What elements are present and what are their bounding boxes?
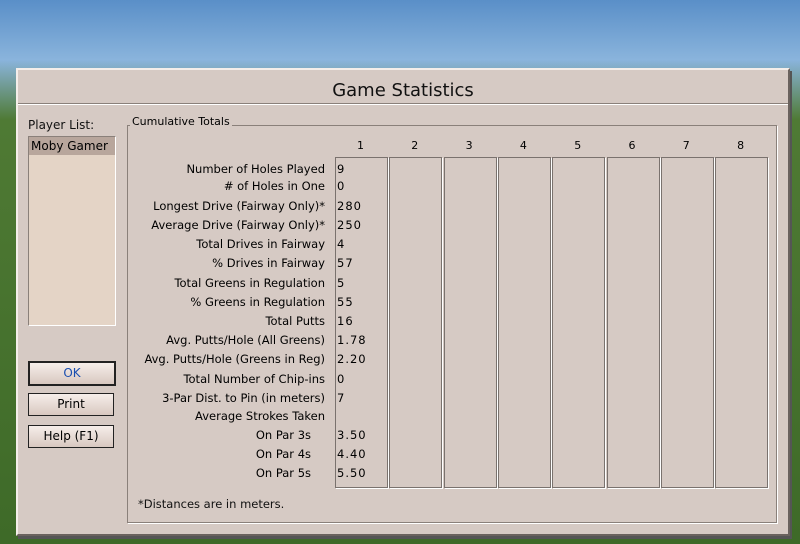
game-statistics-dialog: Game Statistics Player List: Moby Gamer … bbox=[16, 68, 790, 536]
stat-label: Total Putts bbox=[265, 314, 325, 328]
stat-label: On Par 3s bbox=[255, 428, 311, 442]
stat-value: 57 bbox=[337, 256, 354, 270]
stat-value: 5.50 bbox=[337, 466, 367, 480]
stat-label: Average Strokes Taken bbox=[195, 409, 325, 423]
footnote: *Distances are in meters. bbox=[138, 497, 285, 511]
player-column-3 bbox=[443, 157, 497, 488]
player-column-4 bbox=[497, 157, 551, 488]
player-list-label: Player List: bbox=[28, 118, 95, 132]
stat-label: % Drives in Fairway bbox=[212, 256, 325, 270]
stat-label: # of Holes in One bbox=[223, 179, 325, 193]
player-list-item[interactable]: Moby Gamer bbox=[29, 137, 115, 155]
stat-label: Avg. Putts/Hole (All Greens) bbox=[166, 333, 325, 347]
column-header: 5 bbox=[574, 139, 582, 152]
player-column-5 bbox=[552, 157, 606, 488]
stat-label: Total Drives in Fairway bbox=[196, 237, 325, 251]
player-column-2 bbox=[389, 157, 443, 488]
stat-value: 4.40 bbox=[337, 447, 367, 461]
title-divider bbox=[18, 103, 788, 105]
dialog-title: Game Statistics bbox=[332, 80, 474, 101]
player-column-6 bbox=[606, 157, 660, 488]
print-button[interactable]: Print bbox=[28, 393, 114, 416]
column-header: 2 bbox=[411, 139, 419, 152]
help-button[interactable]: Help (F1) bbox=[28, 425, 114, 448]
stat-value: 9 bbox=[337, 162, 346, 176]
stat-label: % Greens in Regulation bbox=[190, 295, 325, 309]
cumulative-totals-group bbox=[127, 125, 777, 523]
stat-label: Number of Holes Played bbox=[186, 162, 325, 176]
stat-value: 0 bbox=[337, 179, 346, 193]
stat-label: 3-Par Dist. to Pin (in meters) bbox=[162, 391, 325, 405]
stat-value: 1.78 bbox=[337, 333, 367, 347]
stat-value: 2.20 bbox=[337, 352, 367, 366]
stat-value: 3.50 bbox=[337, 428, 367, 442]
stat-value: 0 bbox=[337, 372, 346, 386]
column-header: 6 bbox=[628, 139, 636, 152]
column-header: 8 bbox=[737, 139, 745, 152]
stat-value: 16 bbox=[337, 314, 354, 328]
stat-label: Total Greens in Regulation bbox=[174, 276, 325, 290]
stat-label: Avg. Putts/Hole (Greens in Reg) bbox=[144, 352, 325, 366]
stat-label: Average Drive (Fairway Only)* bbox=[151, 218, 325, 232]
player-column-7 bbox=[660, 157, 714, 488]
ok-button[interactable]: OK bbox=[28, 361, 116, 386]
stat-value: 55 bbox=[337, 295, 354, 309]
stat-value: 250 bbox=[337, 218, 362, 232]
stat-value: 280 bbox=[337, 199, 362, 213]
stat-label: Longest Drive (Fairway Only)* bbox=[153, 199, 325, 213]
player-list[interactable]: Moby Gamer bbox=[28, 136, 116, 326]
stat-label: On Par 5s bbox=[255, 466, 311, 480]
group-title: Cumulative Totals bbox=[130, 115, 232, 128]
player-column-8 bbox=[715, 157, 769, 488]
stat-value: 7 bbox=[337, 391, 346, 405]
stat-value: 5 bbox=[337, 276, 346, 290]
stat-label: Total Number of Chip-ins bbox=[183, 372, 325, 386]
column-header: 7 bbox=[682, 139, 690, 152]
stat-label: On Par 4s bbox=[255, 447, 311, 461]
column-header: 1 bbox=[357, 139, 364, 152]
player-column-1 bbox=[335, 157, 388, 488]
stat-value: 4 bbox=[337, 237, 346, 251]
column-header: 3 bbox=[465, 139, 473, 152]
column-header: 4 bbox=[519, 139, 527, 152]
